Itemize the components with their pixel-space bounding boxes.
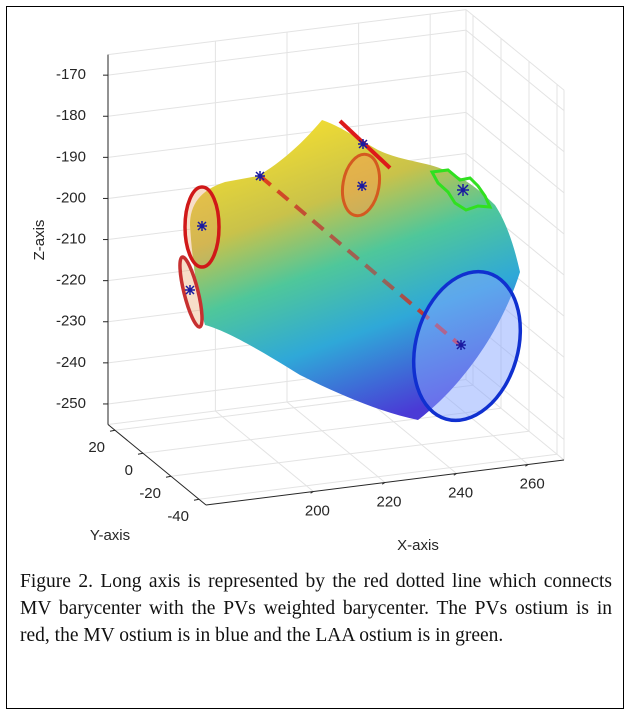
chart: X-axis Y-axis Z-axis 200220240260-40-200…: [31, 9, 565, 554]
y-tick-label: 20: [88, 439, 105, 456]
grid-line: [465, 153, 565, 235]
z-tick-label: -250: [56, 395, 86, 412]
z-axis-label: Z-axis: [31, 220, 48, 261]
x-axis: [205, 459, 565, 506]
z-tick-label: -190: [56, 148, 86, 165]
y-tick-label: -40: [167, 508, 189, 525]
tick-mark: [193, 498, 200, 501]
grid-line: [465, 111, 565, 194]
pane-edge: [465, 9, 565, 91]
laa-ostium: [429, 168, 493, 212]
y-axis-label: Y-axis: [90, 527, 130, 544]
x-tick-label: 220: [376, 493, 401, 510]
x-axis-label: X-axis: [397, 537, 439, 554]
tick-mark: [137, 452, 144, 455]
z-tick-label: -210: [56, 231, 86, 248]
tick-mark: [165, 475, 172, 478]
x-tick-label: 260: [520, 475, 545, 492]
grid-line: [170, 430, 530, 477]
grid-line: [107, 70, 467, 117]
tick-mark: [109, 429, 116, 432]
caption: Figure 2. Long axis is represented by th…: [20, 571, 612, 646]
barycenter-markers: [185, 139, 469, 350]
x-tick-label: 200: [305, 502, 330, 519]
grid-line: [465, 29, 565, 112]
y-tick-label: 0: [125, 462, 133, 479]
grid-line: [465, 70, 565, 153]
grid-line: [215, 410, 314, 492]
z-tick-label: -220: [56, 272, 86, 289]
figure-frame: [6, 6, 624, 709]
z-tick-label: -180: [56, 107, 86, 124]
grid-line: [198, 453, 558, 500]
y-tick-label: -20: [139, 485, 161, 502]
x-tick-label: 240: [448, 484, 473, 501]
atrium-surface: [178, 119, 523, 423]
grid-line: [286, 401, 386, 483]
y-axis: [107, 424, 207, 506]
z-tick-label: -230: [56, 313, 86, 330]
grid-line: [107, 29, 467, 76]
z-tick-label: -200: [56, 189, 86, 206]
z-tick-label: -170: [56, 66, 86, 83]
grid-line: [107, 111, 467, 158]
z-tick-label: -240: [56, 354, 86, 371]
mv-ostium: [411, 269, 523, 423]
